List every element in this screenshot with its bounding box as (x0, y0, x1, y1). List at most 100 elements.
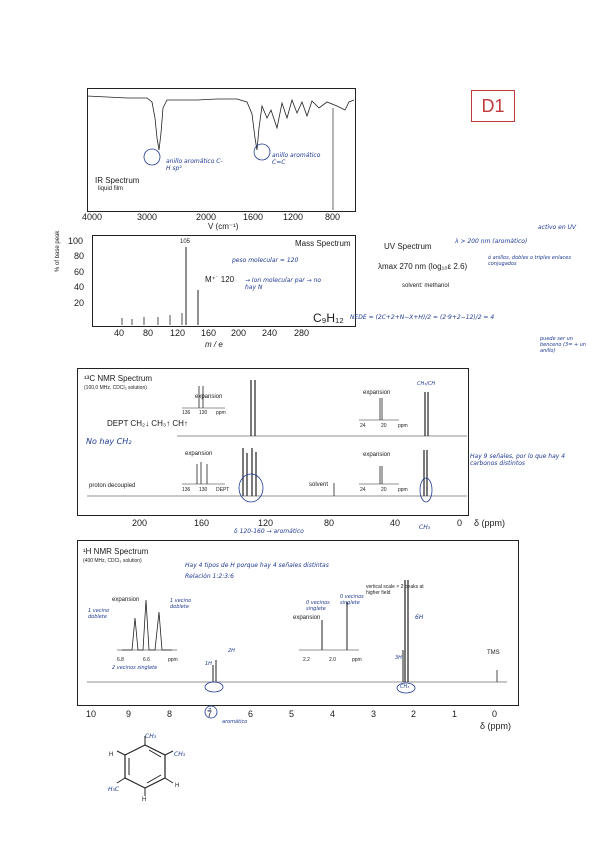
c13-solvent-label: solvent (309, 482, 329, 488)
c13-expansion: expansion (185, 451, 213, 457)
h1-xtick: 1 (452, 709, 458, 719)
c13-expansion: expansion (363, 452, 391, 458)
c13-xtick: 80 (324, 518, 335, 528)
c13-peaks (87, 380, 467, 503)
ir-tick: 1200 (283, 212, 304, 222)
h1-peaks (87, 580, 507, 694)
uv-note-active: activo en UV (538, 224, 577, 231)
nede-calculation: NEDE = (2C+2+N−X+H)/2 = (2·9+2−12)/2 = 4 (350, 314, 495, 321)
mass-ytick: 100 (68, 236, 84, 246)
c13-expansion: expansion (195, 394, 223, 400)
h1-xtick: 0 (492, 709, 498, 719)
h1-label-1h: 1H (205, 661, 212, 667)
mass-spectrum-bars (121, 247, 199, 325)
h1-xtick: 7 (207, 709, 213, 719)
h1-xtick: 4 (330, 709, 336, 719)
mass-mplus: M⁺˙ 120 (205, 275, 235, 284)
c13-exp-tick: ppm (398, 487, 408, 493)
h1-xlabel: δ (ppm) (480, 721, 512, 731)
ir-note-ch: anillo aromático C-H sp² (166, 158, 223, 172)
h1-expansion: expansion (293, 615, 321, 621)
h1-tms: TMS (487, 650, 500, 656)
h1-note-singlet-b: 0 vecinos singlete (340, 594, 364, 606)
structure-h-bottom: H (142, 797, 147, 803)
structure-ch3-right: CH₃ (174, 751, 186, 758)
h1-xtick: 8 (167, 709, 173, 719)
mass-xtick: 80 (143, 328, 154, 338)
h1-circled-number: 7 (208, 708, 212, 714)
c13-decoupled-label: proton decoupled (89, 483, 136, 489)
structure-h3c: H₃C (108, 786, 120, 793)
uv-note-aromatic: λ > 200 nm (aromático) (455, 238, 528, 245)
c13-dept-label: DEPT CH₂↓ CH₃↑ CH↑ (107, 419, 188, 428)
ir-title: IR Spectrum (95, 176, 140, 185)
mass-xtick: 200 (231, 328, 247, 338)
mass-ytick: 80 (74, 251, 85, 261)
ir-tick: 3000 (137, 212, 158, 222)
h1-exp-tick: 6.8 (117, 657, 124, 663)
c13-exp-tick: 130 (199, 487, 208, 493)
uv-note-conjugated: ó anillos, dobles o triples enlaces conj… (488, 255, 571, 267)
c13-xtick: 0 (457, 518, 463, 528)
h1-note-ratio: Relación 1:2:3:6 (185, 573, 234, 580)
mass-xtick: 280 (294, 328, 310, 338)
c13-xlabel: δ (ppm) (474, 518, 506, 528)
h1-note-doublet-left: 1 vecino doblete (88, 608, 110, 620)
uv-title: UV Spectrum (384, 242, 432, 251)
h1-exp-tick: 6.6 (143, 657, 150, 663)
h1-xtick: 9 (126, 709, 132, 719)
h1-exp-tick: ppm (352, 657, 362, 663)
ir-spectrum-panel (87, 88, 356, 212)
h1-exp-tick: ppm (168, 657, 178, 663)
mass-ytick: 60 (74, 267, 85, 277)
c13-title: ¹³C NMR Spectrum (84, 374, 153, 383)
c13-note-ch3: CH₃/CH (417, 381, 436, 387)
h1-note-singlet: 2 vecinos singlete (112, 665, 158, 671)
c13-note-ch3-bottom: CH₃ (419, 524, 431, 531)
c13-note-signals: Hay 9 señales, por lo que hay 4 carbonos… (470, 453, 566, 467)
c13-exp-tick: 24 (360, 423, 366, 429)
h1-ch3-bottom: CH₃ (400, 684, 410, 690)
uv-lambda: λmax 270 nm (log₁₀ε 2.6) (378, 262, 468, 271)
mass-ytick: 20 (74, 298, 85, 308)
molecular-formula: C₉H₁₂ (313, 311, 344, 325)
structure-ch3-top: CH₃ (145, 733, 157, 740)
c13-exp-tick: 24 (360, 487, 366, 493)
c13-exp-tick: 130 (199, 410, 208, 416)
mass-note-ion: → Ion molecular par → no hay N (245, 277, 322, 291)
ir-xlabel: V (cm⁻¹) (208, 222, 239, 231)
h1-xtick: 3 (371, 709, 377, 719)
mass-note-mw: peso molecular = 120 (232, 257, 299, 264)
c13-exp-tick: 20 (381, 423, 387, 429)
h1-exp-tick: 2.0 (329, 657, 336, 663)
h1-xtick: 2 (411, 709, 417, 719)
c13-exp-tick: ppm (216, 410, 226, 416)
mass-xtick: 240 (262, 328, 278, 338)
h1-label-3h: 3H (395, 655, 402, 661)
c13-xtick: 40 (390, 518, 401, 528)
h1-note-aromatic: aromático (222, 719, 248, 725)
c13-expansion: expansion (363, 390, 391, 396)
mass-xtick: 160 (201, 328, 217, 338)
mass-ytick: 40 (74, 282, 85, 292)
ir-tick: 2000 (196, 212, 217, 222)
structure-h-left: H (109, 752, 114, 758)
c13-xtick: 160 (194, 518, 210, 528)
h1-expansion: expansion (112, 597, 140, 603)
ir-subtitle: liquid film (98, 186, 124, 192)
h1-note-doublet-right: 1 vecino doblete (170, 598, 192, 610)
c13-note-aromatic: δ 120-160 → aromático (234, 528, 304, 535)
h1-xtick: 10 (86, 709, 97, 719)
h1-label-6h: 6H (415, 614, 424, 621)
h1-xtick: 6 (248, 709, 254, 719)
c13-exp-tick: ppm (398, 423, 408, 429)
h1-title: ¹H NMR Spectrum (83, 547, 149, 556)
nede-note: puede ser un benceno (3= + un anillo) (540, 336, 587, 354)
mesitylene-structure (116, 736, 174, 796)
c13-note-no-ch2: No hay CH₂ (86, 437, 132, 446)
h1-nmr-panel (77, 540, 519, 706)
mass-xtick: 40 (114, 328, 125, 338)
h1-note-types: Hay 4 tipos de H porque hay 4 señales di… (185, 562, 329, 569)
ir-tick: 1600 (243, 212, 264, 222)
